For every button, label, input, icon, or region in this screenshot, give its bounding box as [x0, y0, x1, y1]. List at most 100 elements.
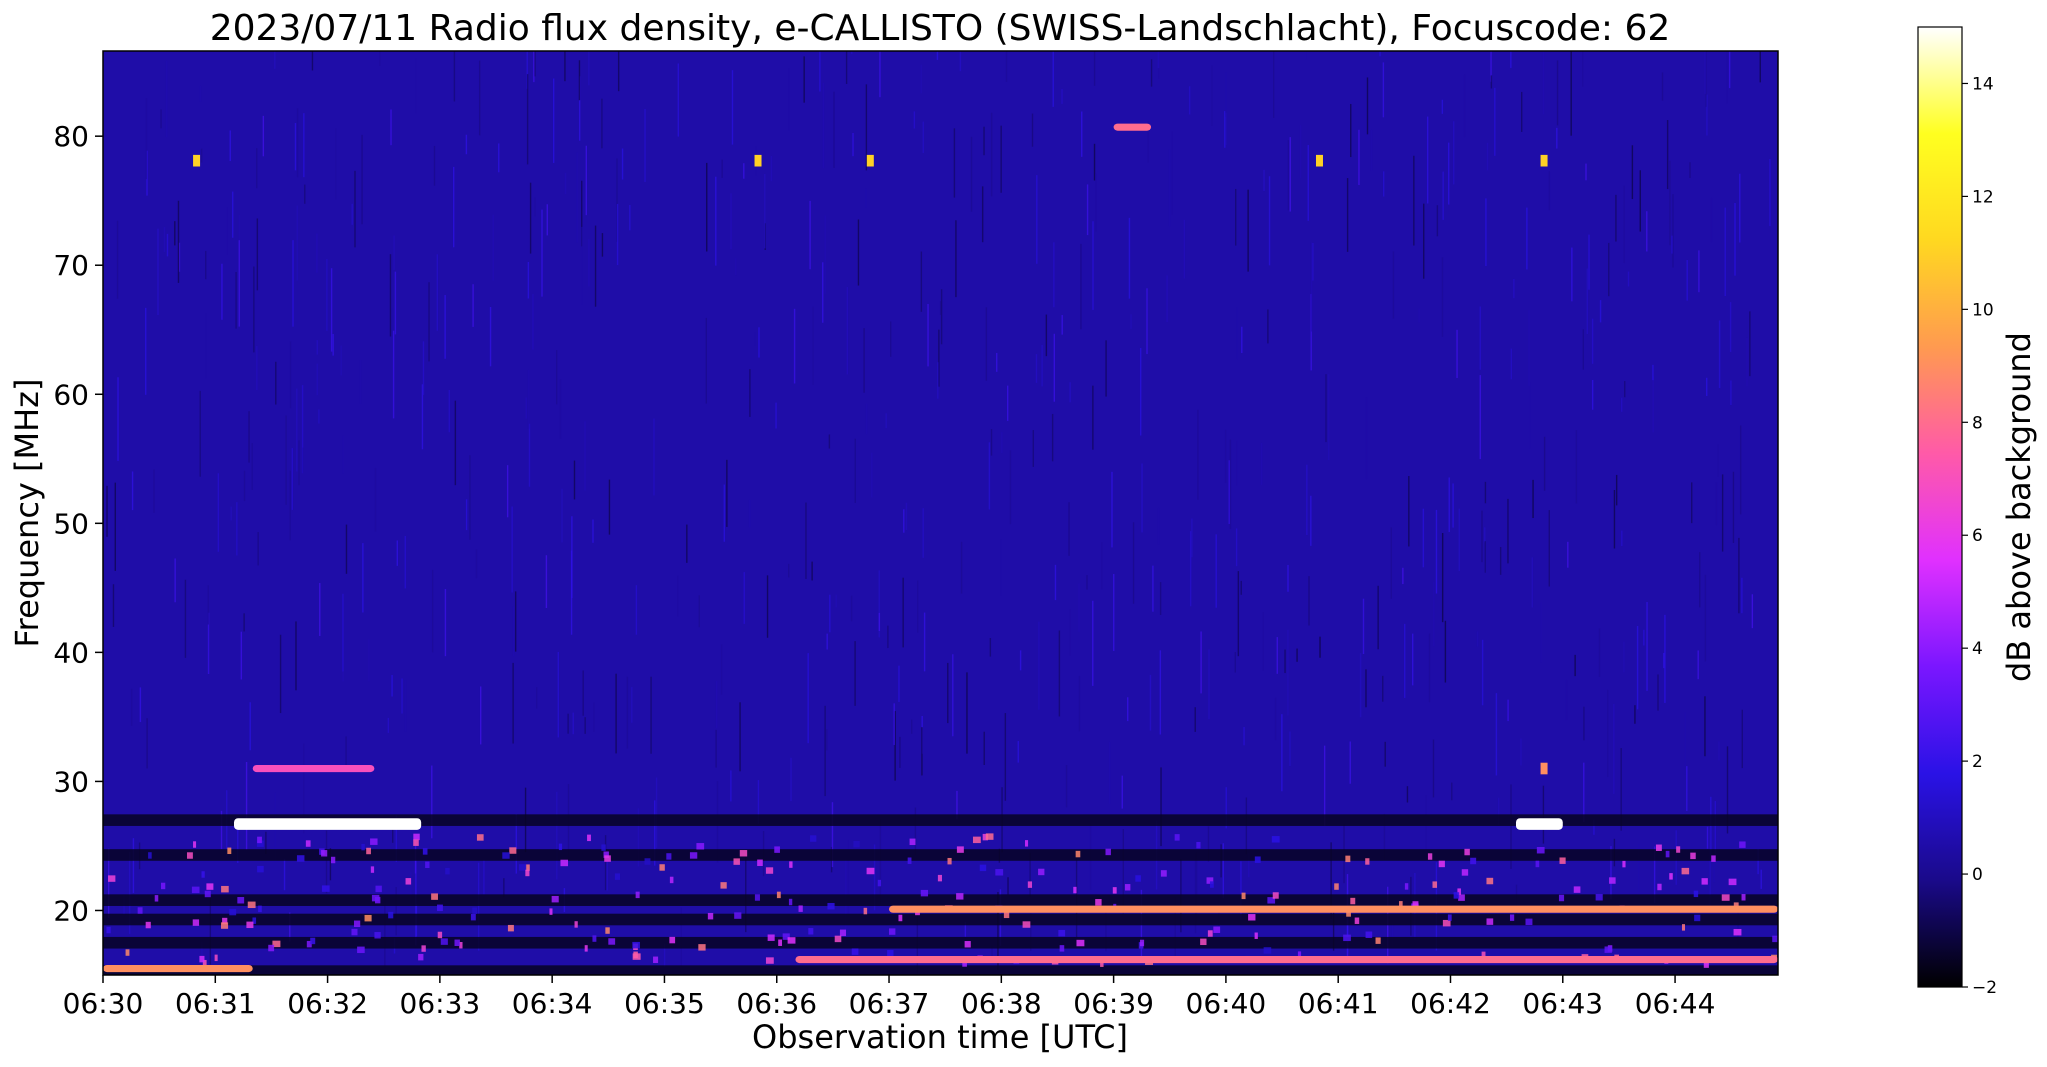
- noise-streak: [788, 563, 790, 578]
- noise-streak: [1147, 121, 1149, 163]
- lowfreq-burst: [1038, 868, 1045, 876]
- noise-streak: [1531, 557, 1534, 608]
- lowfreq-burst: [1272, 892, 1279, 899]
- noise-streak: [1310, 495, 1312, 546]
- noise-streak: [947, 662, 949, 724]
- lowfreq-burst: [632, 953, 641, 960]
- lowfreq-burst: [1721, 894, 1730, 901]
- lowfreq-burst: [1200, 938, 1207, 946]
- noise-streak: [248, 411, 250, 463]
- noise-streak: [421, 384, 424, 450]
- noise-streak: [920, 251, 923, 312]
- noise-streak: [469, 455, 471, 540]
- noise-streak: [541, 209, 543, 297]
- noise-streak: [1485, 198, 1487, 267]
- noise-streak: [572, 712, 574, 735]
- noise-streak: [1127, 697, 1129, 722]
- noise-streak: [1310, 242, 1313, 332]
- emission-band: [1113, 123, 1152, 131]
- lowfreq-burst: [1693, 890, 1699, 898]
- noise-streak: [1274, 697, 1277, 741]
- noise-streak: [1113, 573, 1115, 651]
- noise-streak: [1038, 621, 1040, 710]
- noise-streak: [1490, 51, 1492, 82]
- noise-streak: [1240, 580, 1242, 595]
- noise-streak: [311, 51, 314, 71]
- lowfreq-burst: [666, 853, 672, 860]
- lowfreq-burst: [920, 889, 929, 897]
- noise-streak: [715, 176, 717, 266]
- noise-streak: [478, 60, 481, 136]
- noise-streak: [184, 579, 187, 658]
- noise-streak: [251, 443, 253, 490]
- noise-streak: [448, 389, 450, 433]
- noise-streak: [295, 621, 297, 691]
- x-tick-label: 06:30: [63, 987, 144, 1020]
- lowfreq-burst: [853, 840, 860, 848]
- noise-streak: [534, 197, 536, 217]
- noise-streak: [345, 524, 348, 574]
- noise-streak: [1567, 541, 1569, 568]
- lowfreq-burst: [296, 855, 305, 862]
- lowfreq-burst: [422, 848, 428, 855]
- lowfreq-burst: [808, 928, 814, 935]
- noise-streak: [390, 109, 392, 146]
- noise-streak: [873, 844, 876, 911]
- lowfreq-burst: [608, 938, 616, 945]
- noise-streak: [604, 835, 607, 891]
- noise-streak: [387, 717, 390, 733]
- noise-streak: [392, 819, 394, 843]
- noise-streak: [593, 702, 595, 732]
- noise-streak: [1507, 699, 1509, 722]
- noise-streak: [374, 467, 377, 532]
- noise-streak: [249, 702, 251, 751]
- noise-streak: [663, 943, 666, 967]
- noise-streak: [871, 452, 873, 498]
- noise-streak: [723, 484, 726, 542]
- noise-streak: [304, 184, 306, 204]
- noise-streak: [128, 851, 131, 934]
- noise-streak: [529, 182, 532, 254]
- noise-streak: [1229, 439, 1232, 530]
- noise-streak: [835, 594, 837, 608]
- noise-streak: [404, 535, 406, 589]
- lowfreq-burst: [1432, 881, 1438, 888]
- noise-streak: [911, 719, 913, 734]
- noise-streak: [952, 654, 954, 737]
- noise-streak: [854, 641, 856, 706]
- noise-streak: [1548, 510, 1550, 587]
- noise-streak: [1308, 576, 1310, 626]
- noise-streak: [1053, 242, 1055, 308]
- lowfreq-burst: [1365, 931, 1373, 939]
- noise-streak: [1713, 849, 1715, 883]
- lowfreq-burst: [1343, 934, 1351, 942]
- lowfreq-burst: [186, 852, 193, 859]
- noise-streak: [1729, 302, 1732, 352]
- noise-streak: [274, 51, 276, 69]
- noise-streak: [601, 98, 603, 149]
- y-tick-label: 70: [53, 249, 89, 282]
- noise-streak: [1697, 650, 1699, 680]
- lowfreq-burst: [370, 866, 375, 873]
- noise-streak: [1411, 633, 1414, 686]
- noise-streak: [117, 377, 119, 461]
- noise-streak: [1704, 696, 1706, 757]
- noise-streak: [1370, 129, 1373, 171]
- noise-streak: [1444, 620, 1447, 683]
- colorbar-tick-label: 8: [1972, 413, 1983, 433]
- noise-streak: [1093, 143, 1096, 181]
- noise-streak: [393, 235, 395, 270]
- noise-streak: [899, 736, 901, 768]
- noise-streak: [1613, 703, 1615, 794]
- lowfreq-burst: [1209, 881, 1214, 888]
- noise-streak: [1730, 380, 1732, 406]
- noise-streak: [207, 585, 209, 625]
- lowfreq-burst: [1739, 841, 1746, 848]
- noise-streak: [1086, 184, 1089, 236]
- noise-streak: [285, 415, 287, 505]
- lowfreq-burst: [310, 937, 316, 945]
- noise-streak: [525, 397, 527, 419]
- lowfreq-burst: [574, 921, 578, 928]
- lowfreq-burst: [1453, 892, 1460, 899]
- noise-streak: [1652, 376, 1654, 433]
